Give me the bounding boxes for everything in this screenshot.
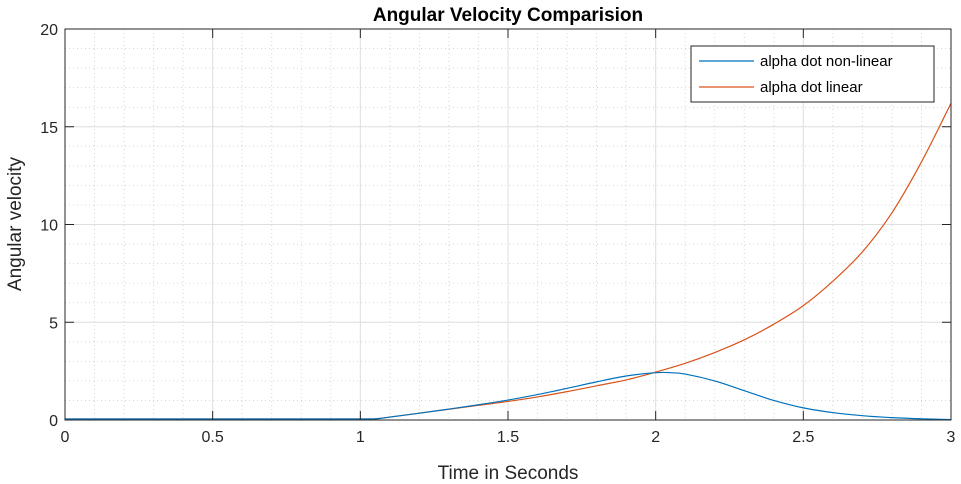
- x-tick-label: 3: [947, 429, 956, 446]
- y-tick-labels: 0 5 10 15 20: [40, 22, 58, 430]
- y-tick-label: 10: [40, 218, 58, 235]
- x-tick-label: 2: [651, 429, 660, 446]
- x-tick-label: 2.5: [792, 429, 814, 446]
- y-tick-label: 0: [49, 413, 58, 430]
- chart-title: Angular Velocity Comparision: [373, 5, 643, 26]
- x-tick-labels: 0 0.5 1 1.5 2 2.5 3: [61, 429, 956, 446]
- legend-label: alpha dot linear: [760, 79, 863, 96]
- x-tick-label: 1: [356, 429, 365, 446]
- x-tick-label: 0: [61, 429, 70, 446]
- y-tick-label: 5: [49, 315, 58, 332]
- series-line: [64, 371, 952, 421]
- legend-box: [690, 45, 935, 103]
- legend: alpha dot non-linear alpha dot linear: [690, 45, 935, 103]
- legend-label: alpha dot non-linear: [760, 53, 893, 70]
- x-tick-label: 1.5: [497, 429, 519, 446]
- y-tick-label: 20: [40, 22, 58, 39]
- x-tick-label: 0.5: [202, 429, 224, 446]
- axis-ticks: [64, 28, 952, 421]
- x-axis-label: Time in Seconds: [438, 463, 579, 484]
- series-layer: [64, 103, 952, 421]
- y-tick-label: 15: [40, 120, 58, 137]
- y-axis-label: Angular velocity: [5, 156, 26, 291]
